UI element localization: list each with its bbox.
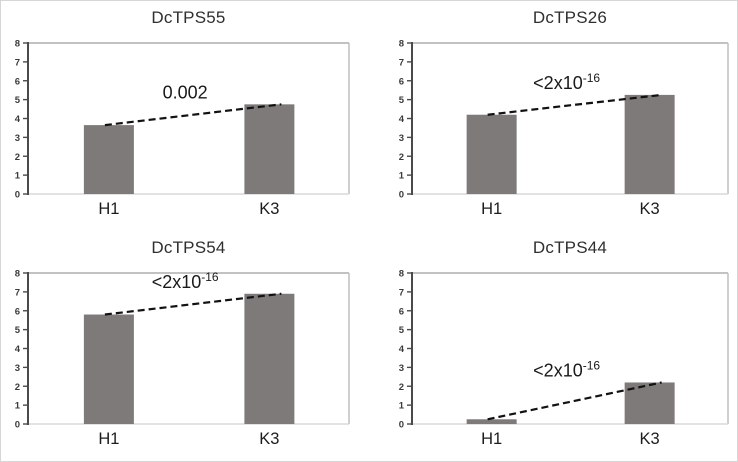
significance-line [487,381,662,421]
chart-panel-dctps55: DcTPS55 0 1 2 3 4 5 6 7 8 H1 K3 0.002 [1,1,370,232]
p-value-annotation: <2x10-16 [533,71,600,93]
bar-k3 [244,293,295,424]
y-tick-label: 6 [15,76,20,87]
category-label-k3: K3 [259,430,279,448]
y-tick-label: 4 [399,344,405,355]
y-tick-label: 8 [15,39,20,50]
category-label-h1: H1 [481,430,502,448]
y-tick-label: 2 [399,382,404,393]
chart-panel-dctps54: DcTPS54 0 1 2 3 4 5 6 7 8 H1 K3 <2x10-16 [1,231,370,461]
p-value-annotation: <2x10-16 [152,270,219,292]
category-label-k3: K3 [640,200,660,218]
y-tick-label: 3 [399,363,404,374]
y-tick-label: 8 [399,269,404,280]
y-tick-label: 6 [399,306,404,317]
y-tick-label: 0 [15,420,20,431]
bar-k3 [624,94,675,194]
chart-panel-dctps26: DcTPS26 0 1 2 3 4 5 6 7 8 H1 K3 <2x10-16 [369,1,737,232]
chart-title: DcTPS44 [532,238,608,257]
y-tick-label: 3 [399,133,404,144]
y-tick-label: 2 [399,152,404,163]
y-tick-label: 0 [15,190,20,201]
y-tick-label: 7 [15,287,20,298]
y-tick-label: 1 [15,171,21,182]
y-tick-label: 2 [15,382,20,393]
bar-k3 [244,104,295,194]
significance-line [104,103,282,127]
y-tick-label: 7 [399,287,404,298]
bar-h1 [83,125,134,194]
y-tick-label: 8 [399,39,404,50]
y-tick-label: 7 [15,57,20,68]
category-label-k3: K3 [640,430,660,448]
chart-canvas: 0 1 2 3 4 5 6 7 8 H1 K3 0.002 [15,39,350,218]
y-tick-label: 5 [399,325,405,336]
y-tick-label: 7 [399,57,404,68]
chart-canvas: 0 1 2 3 4 5 6 7 8 H1 K3 <2x10-16 [15,269,350,448]
y-tick-label: 5 [399,95,405,106]
y-tick-label: 1 [399,401,405,412]
chart-canvas: 0 1 2 3 4 5 6 7 8 H1 K3 <2x10-16 [399,39,729,218]
chart-canvas: 0 1 2 3 4 5 6 7 8 H1 K3 <2x10-16 [399,269,729,448]
bar-h1 [83,314,134,424]
y-tick-label: 6 [399,76,404,87]
y-tick-label: 8 [15,269,20,280]
bar-h1 [466,419,517,424]
bar-h1 [466,114,517,194]
category-label-h1: H1 [481,200,502,218]
p-value-annotation: 0.002 [163,82,208,102]
y-tick-label: 4 [15,344,21,355]
y-tick-label: 5 [15,95,21,106]
y-tick-label: 0 [399,190,404,201]
chart-panel-dctps44: DcTPS44 0 1 2 3 4 5 6 7 8 H1 K3 <2x10-16 [369,231,737,461]
y-tick-label: 6 [15,306,20,317]
y-tick-label: 1 [15,401,21,412]
y-tick-label: 3 [15,363,20,374]
y-tick-label: 2 [15,152,20,163]
significance-line [104,292,282,316]
y-tick-label: 4 [399,114,405,125]
chart-title: DcTPS55 [151,8,226,27]
y-tick-label: 1 [399,171,405,182]
y-tick-label: 0 [399,420,404,431]
y-tick-label: 3 [15,133,20,144]
chart-title: DcTPS54 [151,238,226,257]
category-label-k3: K3 [259,200,279,218]
p-value-annotation: <2x10-16 [533,358,600,380]
y-tick-label: 5 [15,325,21,336]
category-label-h1: H1 [98,430,119,448]
significance-line [487,93,662,116]
chart-title: DcTPS26 [532,8,608,27]
y-tick-label: 4 [15,114,21,125]
category-label-h1: H1 [98,200,119,218]
